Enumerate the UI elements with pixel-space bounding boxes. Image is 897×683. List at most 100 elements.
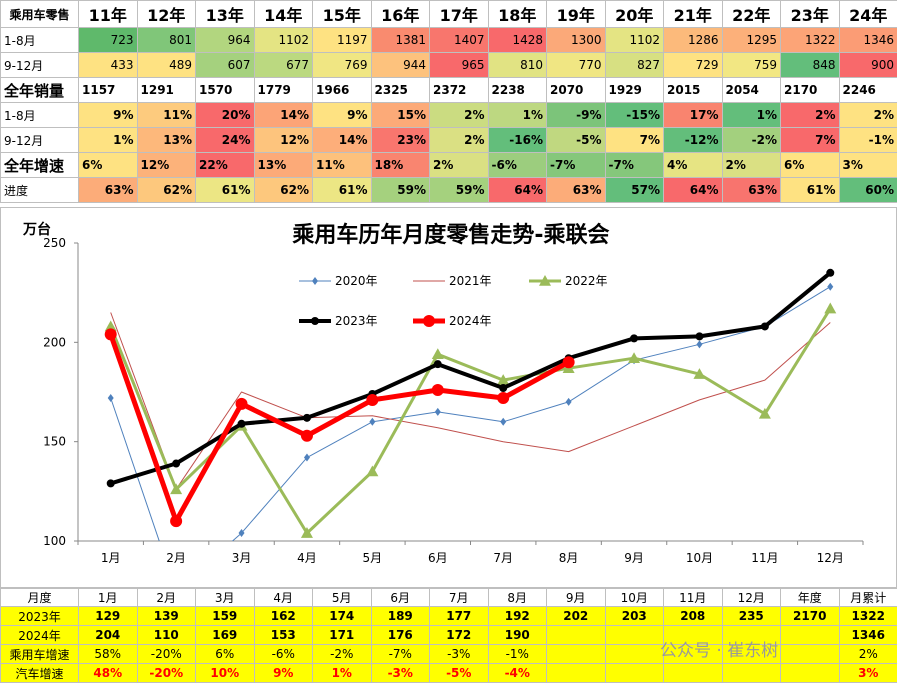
- data-point: [431, 348, 444, 360]
- series-line: [110, 312, 831, 490]
- table-cell: 723: [78, 27, 138, 53]
- table-cell: 48%: [78, 663, 138, 683]
- x-tick-label: 1月: [101, 551, 121, 565]
- year-header: 11年: [78, 0, 138, 28]
- table-cell: -5%: [546, 127, 606, 153]
- data-point: [238, 529, 245, 538]
- data-point: [434, 407, 441, 416]
- data-point: [431, 384, 444, 397]
- x-tick-label: 10月: [686, 551, 713, 565]
- table-cell: 964: [195, 27, 255, 53]
- data-point: [497, 391, 510, 404]
- month-header: 年度: [780, 587, 840, 607]
- data-point: [303, 453, 310, 462]
- table-cell: 965: [429, 52, 489, 78]
- data-point: [758, 407, 771, 419]
- table-cell: 172: [429, 625, 489, 645]
- table-row: 9-12月 433 489 607 677 769 944 965 810 770 827 729 75…: [0, 52, 897, 78]
- data-point: [107, 393, 114, 402]
- data-point: [106, 479, 115, 488]
- legend-marker: [539, 275, 551, 286]
- year-header: 15年: [312, 0, 372, 28]
- month-header: 3月: [195, 587, 255, 607]
- data-point: [628, 352, 641, 364]
- table-cell: -5%: [429, 663, 489, 683]
- table-cell: 129: [78, 606, 138, 626]
- row-label: 乘用车增速: [0, 644, 79, 664]
- data-point: [302, 413, 311, 422]
- table-cell: [546, 663, 606, 683]
- table-cell: 204: [78, 625, 138, 645]
- table-cell: 171: [312, 625, 372, 645]
- year-header: 22年: [721, 0, 781, 28]
- table-cell: [663, 663, 723, 683]
- table-cell: 900: [838, 52, 897, 78]
- table-row: 9-12月 1% 13% 24% 12% 14% 23% 2% -16% -5% 7% -12% -2%…: [0, 127, 897, 153]
- table-cell: 13%: [253, 152, 313, 178]
- legend-label: 2024年: [449, 314, 492, 328]
- table-row: 1-8月 9% 11% 20% 14% 9% 15% 2% 1% -9% -15% 17% 1% 2% 2%: [0, 102, 897, 128]
- data-point: [300, 429, 313, 442]
- row-label: 9-12月: [0, 52, 79, 78]
- table-cell: 189: [370, 606, 430, 626]
- table-cell: 1286: [663, 27, 723, 53]
- table-cell: 14%: [312, 127, 372, 153]
- table-cell: 61%: [780, 177, 840, 203]
- table-row: 全年销量 1157 1291 1570 1779 1966 2325 2372 2238 2070…: [0, 77, 897, 103]
- table-cell: [604, 644, 664, 664]
- data-point: [104, 328, 117, 341]
- table-cell: 1102: [604, 27, 664, 53]
- row-label: 2023年: [0, 606, 79, 626]
- table-cell: -7%: [604, 152, 664, 178]
- table-cell: -12%: [663, 127, 723, 153]
- table-cell: 11%: [312, 152, 372, 178]
- table-cell: 63%: [546, 177, 606, 203]
- year-header: 13年: [195, 0, 255, 28]
- table-cell: -6%: [253, 644, 313, 664]
- table-cell: 1197: [312, 27, 372, 53]
- table-cell: 12%: [253, 127, 313, 153]
- table-cell: 202: [546, 606, 606, 626]
- table-cell: 1407: [429, 27, 489, 53]
- table-cell: 1322: [838, 606, 897, 626]
- year-header: 18年: [487, 0, 547, 28]
- row-label: 2024年: [0, 625, 79, 645]
- table-row: 汽车增速 48% -20% 10% 9% 1% -3% -5% -4% 3%: [0, 663, 897, 683]
- data-point: [237, 419, 246, 428]
- x-tick-label: 7月: [493, 551, 513, 565]
- chart-title: 乘用车历年月度零售走势-乘联会: [291, 222, 609, 248]
- table-cell: 1929: [604, 77, 664, 103]
- table-cell: 159: [195, 606, 255, 626]
- table-cell: 208: [663, 606, 723, 626]
- table-cell: -2%: [312, 644, 372, 664]
- data-point: [565, 397, 572, 406]
- table-cell: 1157: [78, 77, 138, 103]
- y-tick-label: 100: [43, 534, 66, 548]
- data-point: [170, 515, 183, 528]
- month-header: 10月: [604, 587, 664, 607]
- month-header: 11月: [663, 587, 723, 607]
- table-cell: 2372: [429, 77, 489, 103]
- month-header: 9月: [546, 587, 606, 607]
- table-cell: [663, 625, 723, 645]
- table-cell: 190: [487, 625, 547, 645]
- year-header: 20年: [604, 0, 664, 28]
- row-label: 1-8月: [0, 102, 79, 128]
- table-cell: 848: [780, 52, 840, 78]
- table-cell: 1%: [487, 102, 547, 128]
- month-header: 2月: [136, 587, 196, 607]
- legend-marker: [311, 317, 319, 325]
- month-header: 8月: [487, 587, 547, 607]
- table-cell: 57%: [604, 177, 664, 203]
- table-cell: 7%: [604, 127, 664, 153]
- table-cell: 59%: [429, 177, 489, 203]
- table-cell: -2%: [721, 127, 781, 153]
- table-cell: 177: [429, 606, 489, 626]
- table-cell: 64%: [487, 177, 547, 203]
- table-cell: 62%: [253, 177, 313, 203]
- data-point: [500, 417, 507, 426]
- data-point: [630, 334, 639, 343]
- table-cell: 4%: [663, 152, 723, 178]
- x-tick-label: 5月: [363, 551, 383, 565]
- table-cell: 2325: [370, 77, 430, 103]
